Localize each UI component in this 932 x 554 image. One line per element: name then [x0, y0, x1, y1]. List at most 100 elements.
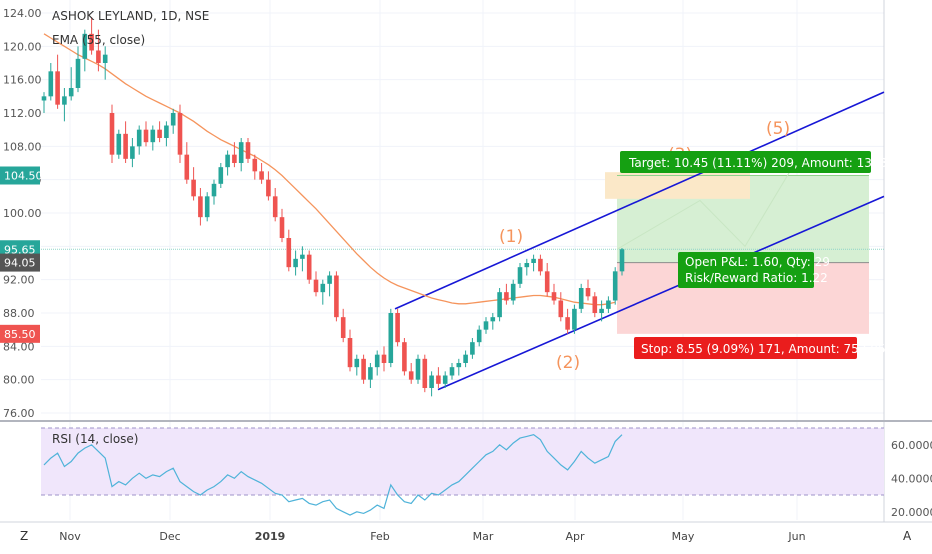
candle [340, 308, 346, 343]
candle-body [218, 167, 224, 184]
long-position-tool[interactable] [41, 154, 884, 334]
candle-body [75, 58, 81, 88]
candle-body [150, 129, 156, 143]
candle-body [612, 271, 618, 301]
price-badge-label: 94.05 [4, 257, 36, 270]
candle-body [123, 133, 128, 159]
candle-body [551, 292, 557, 301]
candle [218, 163, 224, 188]
candle-body [442, 375, 448, 384]
target-label-box [620, 151, 871, 173]
candle-body [340, 317, 346, 338]
channel-lower-line[interactable] [437, 195, 885, 391]
rsi-tick-label: 40.0000 [891, 472, 932, 485]
candle [41, 92, 47, 113]
candle [313, 271, 319, 297]
candle [177, 104, 183, 163]
candle-body [157, 129, 162, 138]
candle-body [449, 367, 455, 376]
candle-body [558, 300, 564, 318]
candle [245, 138, 251, 163]
candle [415, 354, 421, 384]
candle [456, 358, 462, 376]
candle [143, 121, 149, 147]
price-axis[interactable]: 124.00120.00116.00112.00108.00104.00100.… [3, 7, 42, 420]
rsi-tick-label: 20.0000 [891, 506, 932, 519]
candle-body [102, 54, 108, 63]
time-axis[interactable]: Nov Dec 2019 Feb Mar Apr May Jun [59, 530, 805, 543]
candle-body [272, 196, 278, 218]
candle [82, 29, 88, 72]
time-tick-label: Mar [473, 530, 494, 543]
candle [585, 279, 591, 301]
candle [368, 363, 373, 388]
candle-body [62, 96, 67, 105]
position-labels: Target: 10.45 (11.11%) 209, Amount: 1303… [620, 151, 906, 359]
pnl-label-box [678, 252, 814, 288]
candle-body [476, 329, 482, 343]
candle [429, 371, 434, 397]
candle-body [619, 249, 625, 272]
candle-body [252, 158, 258, 172]
candle-body [41, 96, 47, 101]
candle-body [599, 308, 604, 313]
zoom-z-button[interactable]: Z [20, 529, 28, 543]
auto-scale-a-button[interactable]: A [903, 529, 912, 543]
elliott-label: (1) [499, 227, 523, 247]
candle [476, 325, 482, 347]
candle [170, 108, 176, 134]
candle [422, 354, 428, 393]
candle [327, 271, 332, 297]
candle [204, 192, 210, 222]
candle-body [429, 375, 434, 388]
candle-body [565, 317, 570, 330]
price-tick-label: 112.00 [3, 107, 42, 120]
candle-body [89, 33, 94, 51]
candle-body [327, 275, 332, 284]
candle-body [463, 354, 468, 363]
candle [96, 29, 101, 72]
ema-line [43, 33, 616, 306]
candle-body [538, 258, 543, 272]
price-tick-label: 108.00 [3, 140, 42, 153]
elliott-label: (2) [556, 353, 580, 373]
rsi-pane: 60.0000 40.0000 20.0000 [41, 427, 932, 519]
candle-body [368, 367, 373, 380]
candle-body [198, 196, 203, 218]
candle [463, 350, 468, 368]
candle-body [483, 321, 489, 330]
candle [558, 292, 564, 322]
candle [483, 317, 489, 334]
candle-body [361, 358, 366, 380]
time-tick-label: May [672, 530, 695, 543]
candle-body [572, 308, 577, 330]
channel-upper-line[interactable] [394, 91, 885, 310]
candle [164, 121, 169, 147]
candle [286, 229, 292, 272]
candle [252, 154, 258, 180]
candle [436, 367, 441, 388]
candle-body [334, 275, 339, 318]
candle [510, 279, 516, 305]
target-label: Target: 10.45 (11.11%) 209, Amount: 1303… [628, 156, 906, 170]
candle-body [82, 33, 88, 59]
candle [123, 121, 128, 163]
risk-reward-label: Risk/Reward Ratio: 1.22 [685, 271, 828, 285]
candle-body [225, 154, 230, 168]
candle [565, 308, 570, 334]
candle-body [170, 113, 176, 126]
candle-body [320, 283, 326, 293]
price-badge-label: 104.50 [4, 170, 43, 183]
candle [150, 125, 156, 151]
candle [599, 300, 604, 322]
candle-body [456, 363, 462, 368]
candle-body [259, 171, 264, 180]
candle [157, 121, 162, 143]
chart-title: ASHOK LEYLAND, 1D, NSE [52, 9, 209, 23]
candle-body [517, 267, 523, 284]
candle-body [374, 354, 380, 368]
price-channel[interactable] [394, 91, 885, 391]
price-tick-label: 100.00 [3, 207, 42, 220]
